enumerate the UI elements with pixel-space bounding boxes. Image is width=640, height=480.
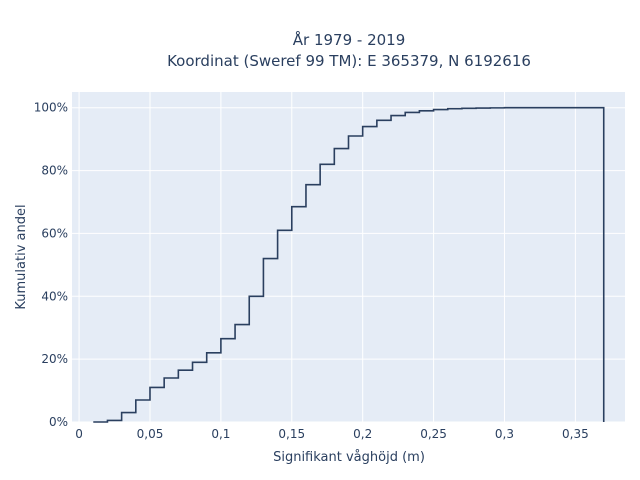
chart-title-line2: Koordinat (Sweref 99 TM): E 365379, N 61… — [167, 52, 531, 70]
series-layer — [93, 106, 605, 423]
x-axis-title: Signifikant våghöjd (m) — [273, 450, 425, 465]
x-tick-label: 0,35 — [562, 427, 589, 441]
y-tick-labels: 0% 20% 40% 60% 80% 100% — [34, 101, 68, 429]
y-tick-label: 20% — [41, 352, 68, 366]
y-tick-label: 80% — [41, 164, 68, 178]
y-tick-label: 100% — [34, 101, 68, 115]
x-tick-label: 0,2 — [353, 427, 372, 441]
y-tick-label: 60% — [41, 226, 68, 240]
chart-title-line1: År 1979 - 2019 — [293, 30, 406, 49]
grid-lines — [72, 92, 625, 423]
y-tick-label: 0% — [49, 415, 68, 429]
x-tick-label: 0,1 — [211, 427, 230, 441]
x-tick-label: 0,05 — [137, 427, 164, 441]
x-tick-label: 0,3 — [495, 427, 514, 441]
y-axis-title: Kumulativ andel — [14, 204, 29, 309]
y-tick-label: 40% — [41, 289, 68, 303]
x-tick-labels: 0 0,05 0,1 0,15 0,2 0,25 0,3 0,35 — [75, 427, 588, 441]
ecdf-step-line — [93, 106, 605, 423]
x-tick-label: 0,25 — [420, 427, 447, 441]
x-tick-label: 0 — [75, 427, 83, 441]
x-tick-label: 0,15 — [278, 427, 305, 441]
